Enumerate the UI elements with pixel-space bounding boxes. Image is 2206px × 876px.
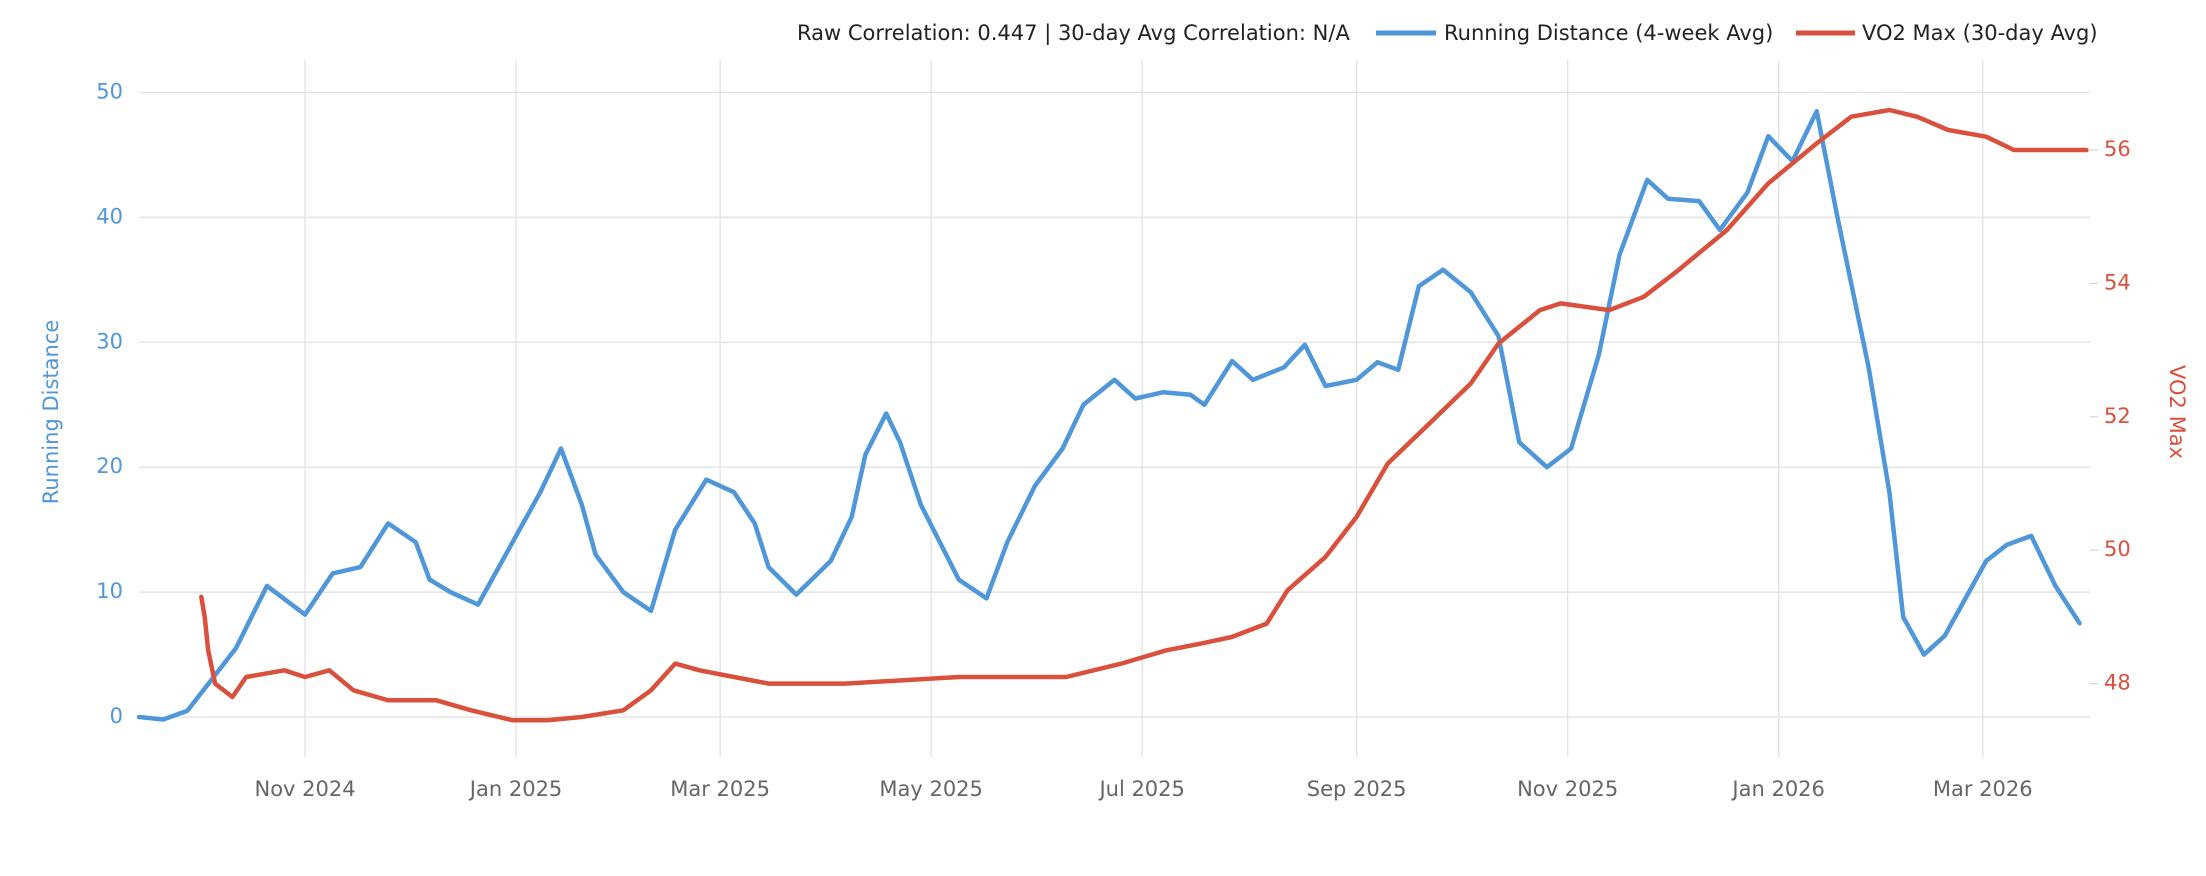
y2-tick-label: 54 <box>2104 270 2131 294</box>
y2-tick-label: 52 <box>2104 404 2131 428</box>
x-tick-label: Mar 2025 <box>670 777 770 801</box>
y2-axis-title: VO2 Max <box>2165 365 2189 459</box>
data-line <box>199 107 2089 723</box>
y2-tick-label: 56 <box>2104 137 2131 161</box>
x-tick-label: Mar 2026 <box>1933 777 2033 801</box>
y-tick-label: 40 <box>96 204 123 228</box>
x-tick-label: May 2025 <box>879 777 983 801</box>
y2-tick-label: 48 <box>2104 671 2131 695</box>
data-line <box>136 108 2082 722</box>
y2-tick-label: 50 <box>2104 537 2131 561</box>
y-tick-label: 0 <box>110 704 123 728</box>
x-tick-label: Jul 2025 <box>1097 777 1184 801</box>
legend-label[interactable]: Running Distance (4-week Avg) <box>1444 21 1773 45</box>
y-axis-title: Running Distance <box>39 320 63 505</box>
x-tick-label: Nov 2024 <box>254 777 355 801</box>
x-tick-label: Jan 2025 <box>468 777 563 801</box>
x-tick-label: Sep 2025 <box>1307 777 1407 801</box>
x-tick-label: Jan 2026 <box>1730 777 1825 801</box>
annotation: Raw Correlation: 0.447 | 30-day Avg Corr… <box>797 21 1350 46</box>
x-tick-label: Nov 2025 <box>1517 777 1618 801</box>
y-tick-label: 10 <box>96 579 123 603</box>
y-tick-label: 50 <box>96 79 123 103</box>
legend-label[interactable]: VO2 Max (30-day Avg) <box>1862 21 2098 45</box>
y-tick-label: 30 <box>96 329 123 353</box>
y-tick-label: 20 <box>96 454 123 478</box>
grid <box>139 60 2090 757</box>
